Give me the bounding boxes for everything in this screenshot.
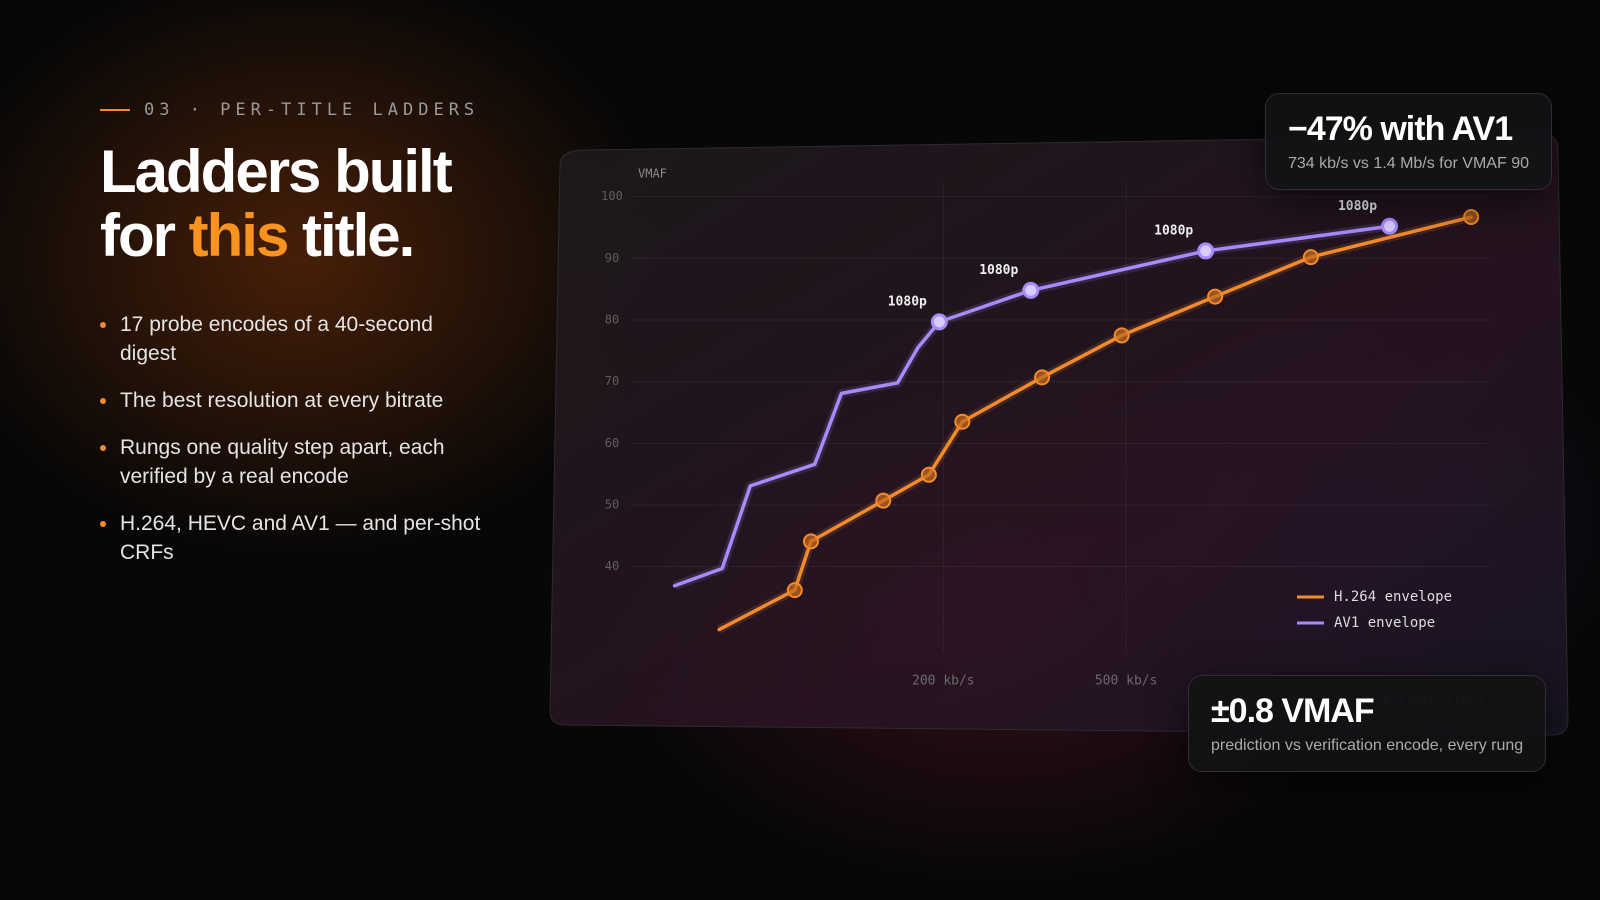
rung-marker (930, 313, 948, 331)
rung-marker (1113, 327, 1130, 344)
title-part: Ladders built (100, 138, 453, 205)
callout-headline: ±0.8 VMAF (1211, 692, 1375, 730)
callout-detail: prediction vs verification encode, every… (1211, 737, 1524, 754)
y-tick-label: 100 (601, 189, 623, 203)
rung-marker (786, 582, 803, 599)
bullet-list: 17 probe encodes of a 40-second digest T… (98, 310, 488, 585)
rung-label: 1080p (1338, 199, 1377, 214)
bullet: The best resolution at every bitrate (98, 386, 488, 415)
bullet: 17 probe encodes of a 40-second digest (98, 310, 488, 368)
callout-headline: −47% with AV1 (1288, 110, 1513, 148)
callout-detail: 734 kb/s vs 1.4 Mb/s for VMAF 90 (1288, 155, 1529, 172)
legend-label: AV1 envelope (1334, 615, 1435, 631)
rung-marker (1034, 369, 1051, 386)
rung-marker (1463, 209, 1480, 226)
callout-card: ±0.8 VMAF prediction vs verification enco… (1188, 675, 1547, 772)
callout-card: −47% with AV1 734 kb/s vs 1.4 Mb/s for VM… (1265, 93, 1552, 190)
legend-label: H.264 envelope (1334, 589, 1452, 605)
y-tick-label: 60 (605, 436, 619, 450)
rung-label: 1080p (888, 294, 927, 309)
y-axis-label: VMAF (638, 167, 667, 181)
title-part: for (100, 202, 189, 269)
eyebrow-text: 03 · PER-TITLE LADDERS (144, 100, 480, 120)
headline: Ladders built for this title. (100, 138, 453, 269)
rung-marker (1302, 249, 1319, 266)
title-highlight: this (188, 202, 290, 269)
rung-marker (1207, 288, 1224, 305)
series-line (672, 224, 1392, 588)
rung-marker (802, 533, 819, 550)
y-tick-label: 80 (605, 313, 619, 327)
x-tick-label: 200 kb/s (912, 674, 975, 689)
rung-label: 1080p (979, 263, 1018, 278)
bullet: H.264, HEVC and AV1 — and per-shot CRFs (98, 509, 488, 567)
x-tick-label: 500 kb/s (1095, 674, 1158, 689)
rung-marker (1022, 281, 1040, 299)
y-tick-label: 40 (605, 559, 619, 573)
rung-marker (954, 413, 971, 430)
rung-label: 1080p (1154, 223, 1193, 238)
y-tick-label: 70 (605, 374, 619, 388)
rung-marker (920, 466, 937, 483)
y-tick-label: 90 (605, 251, 619, 265)
bullet: Rungs one quality step apart, each verif… (98, 433, 488, 491)
y-tick-label: 50 (605, 498, 619, 512)
title-part: title. (287, 202, 415, 269)
chart-card (549, 134, 1569, 736)
rung-marker (1381, 217, 1399, 235)
eyebrow: 03 · PER-TITLE LADDERS (100, 100, 479, 120)
rung-marker (1197, 242, 1215, 260)
rung-marker (875, 492, 892, 509)
